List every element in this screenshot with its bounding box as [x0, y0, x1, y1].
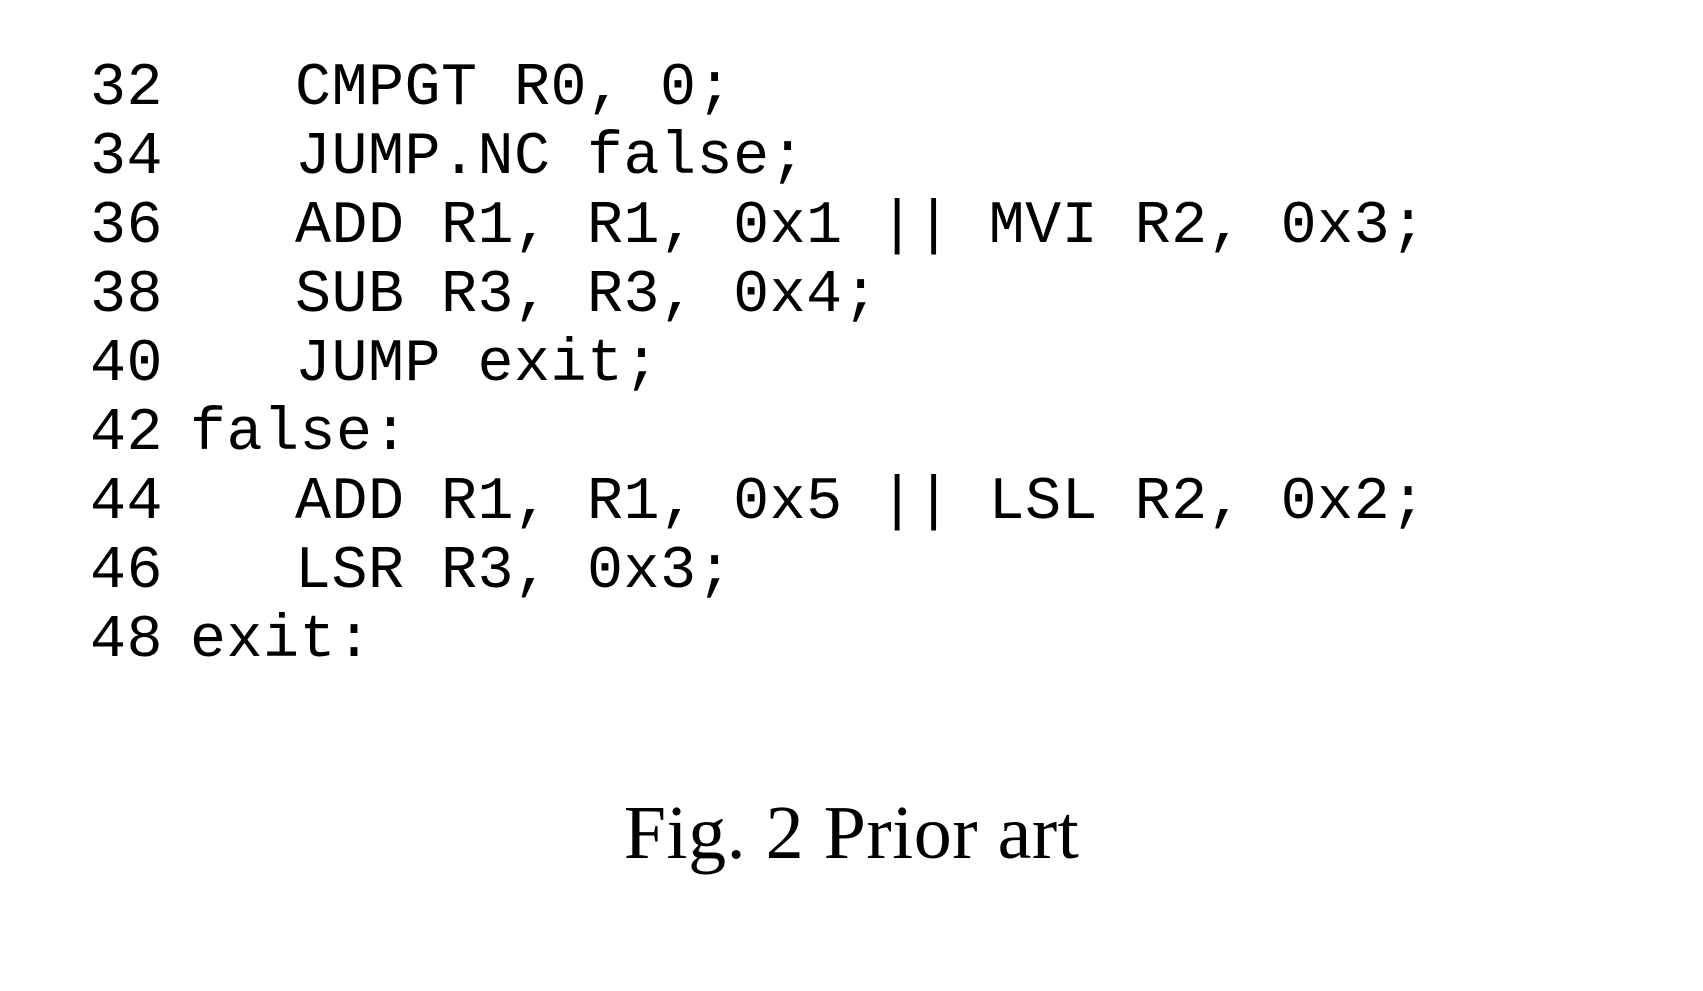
assembly-code-listing: 32 CMPGT R0, 0; 34 JUMP.NC false; 36 ADD…	[90, 55, 1427, 676]
code-line: 32 CMPGT R0, 0;	[90, 55, 1427, 124]
code-text: SUB R3, R3, 0x4;	[190, 262, 879, 331]
code-text: JUMP exit;	[190, 331, 660, 400]
code-line: 40 JUMP exit;	[90, 331, 1427, 400]
line-number: 36	[90, 193, 190, 262]
code-label: false:	[190, 400, 409, 469]
line-number: 44	[90, 469, 190, 538]
code-text: LSR R3, 0x3;	[190, 538, 733, 607]
line-number: 34	[90, 124, 190, 193]
line-number: 46	[90, 538, 190, 607]
code-line: 42 false:	[90, 400, 1427, 469]
code-text: ADD R1, R1, 0x5 || LSL R2, 0x2;	[190, 469, 1427, 538]
line-number: 32	[90, 55, 190, 124]
code-text: JUMP.NC false;	[190, 124, 806, 193]
line-number: 40	[90, 331, 190, 400]
code-text: CMPGT R0, 0;	[190, 55, 733, 124]
code-text: ADD R1, R1, 0x1 || MVI R2, 0x3;	[190, 193, 1427, 262]
code-line: 48 exit:	[90, 607, 1427, 676]
line-number: 42	[90, 400, 190, 469]
code-line: 36 ADD R1, R1, 0x1 || MVI R2, 0x3;	[90, 193, 1427, 262]
code-label: exit:	[190, 607, 373, 676]
code-line: 46 LSR R3, 0x3;	[90, 538, 1427, 607]
code-line: 38 SUB R3, R3, 0x4;	[90, 262, 1427, 331]
line-number: 38	[90, 262, 190, 331]
code-line: 34 JUMP.NC false;	[90, 124, 1427, 193]
line-number: 48	[90, 607, 190, 676]
figure-caption: Fig. 2 Prior art	[0, 790, 1703, 877]
code-line: 44 ADD R1, R1, 0x5 || LSL R2, 0x2;	[90, 469, 1427, 538]
